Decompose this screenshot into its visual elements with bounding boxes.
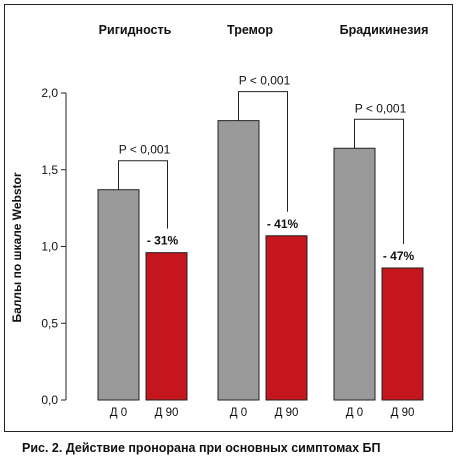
x-category-label: Д 0: [110, 407, 127, 419]
change-label: - 31%: [147, 234, 179, 248]
significance-label: P < 0,001: [355, 101, 407, 115]
bar-day90: [265, 235, 308, 401]
bar-day90: [145, 252, 188, 401]
y-tick-label: 1,0: [41, 240, 58, 254]
x-category-label: Д 0: [230, 407, 247, 419]
y-tick-label: 1,5: [41, 163, 58, 177]
significance-label: P < 0,001: [239, 74, 291, 88]
bar-day90: [381, 267, 424, 401]
bar-chart: 0,0 0,5 1,0 1,5 2,0 Баллы по шкале Webstor Риг…: [10, 23, 429, 419]
bar-baseline: [333, 147, 376, 401]
significance-label: P < 0,001: [119, 143, 171, 157]
significance-bracket: [354, 118, 404, 244]
y-tick-label: 0,0: [41, 393, 58, 407]
change-label: - 41%: [267, 217, 299, 231]
y-tick-label: 2,0: [41, 86, 58, 100]
group-title: Ригидность: [99, 23, 172, 37]
y-axis-label: Баллы по шкале Webstor: [10, 172, 24, 322]
x-category-label: Д 90: [391, 407, 415, 419]
y-tick-label: 0,5: [41, 316, 58, 330]
figure-frame: [4, 4, 453, 432]
x-category-label: Д 0: [346, 407, 363, 419]
figure-caption: Рис. 2. Действие пронорана при основных …: [22, 441, 381, 455]
change-label: - 47%: [383, 249, 415, 263]
bar-baseline: [217, 120, 260, 401]
bar-baseline: [97, 189, 140, 401]
group-title: Брадикинезия: [340, 23, 429, 37]
significance-bracket: [238, 91, 288, 212]
x-category-label: Д 90: [275, 407, 299, 419]
significance-bracket: [118, 160, 168, 229]
group-title: Тремор: [227, 23, 273, 37]
x-category-label: Д 90: [155, 407, 179, 419]
